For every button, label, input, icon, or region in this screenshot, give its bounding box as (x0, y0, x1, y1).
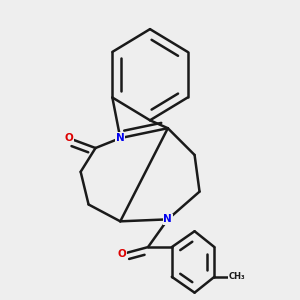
Text: O: O (64, 133, 73, 143)
Text: CH₃: CH₃ (229, 272, 245, 281)
Text: N: N (116, 133, 125, 143)
Text: N: N (164, 214, 172, 224)
Text: O: O (118, 249, 127, 259)
